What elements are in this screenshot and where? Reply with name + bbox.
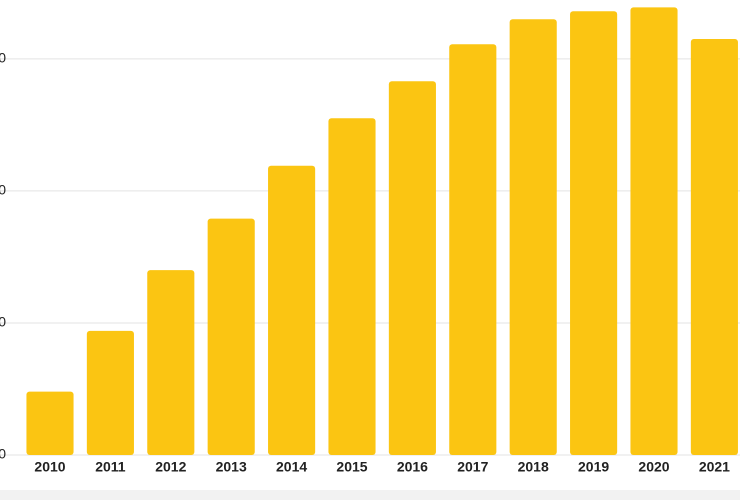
x-tick-label: 2020 [638, 459, 669, 475]
bar [147, 270, 195, 455]
x-tick-label: 2016 [397, 459, 428, 475]
x-tick-label: 2011 [95, 459, 126, 475]
bar [449, 44, 497, 455]
x-tick-label: 2018 [518, 459, 549, 475]
bar [388, 81, 436, 455]
y-tick-label: 0 [0, 446, 6, 462]
x-tick-label: 2010 [34, 459, 65, 475]
y-tick-label: 20 [0, 182, 6, 198]
x-tick-label: 2014 [276, 459, 307, 475]
x-tick-label: 2017 [457, 459, 488, 475]
bar [570, 11, 618, 456]
footer-strip [0, 490, 740, 500]
x-tick-label: 2012 [155, 459, 186, 475]
x-tick-label: 2013 [216, 459, 247, 475]
x-tick-label: 2019 [578, 459, 609, 475]
bar [86, 330, 134, 455]
x-tick-label: 2021 [699, 459, 730, 475]
bar [630, 7, 678, 456]
bar [690, 39, 738, 455]
bar [509, 19, 557, 456]
bar [328, 118, 376, 455]
y-tick-label: 30 [0, 50, 6, 66]
y-tick-label: 10 [0, 314, 6, 330]
bar [268, 165, 316, 455]
x-tick-label: 2015 [336, 459, 367, 475]
bar [26, 391, 74, 455]
bar [207, 218, 255, 455]
